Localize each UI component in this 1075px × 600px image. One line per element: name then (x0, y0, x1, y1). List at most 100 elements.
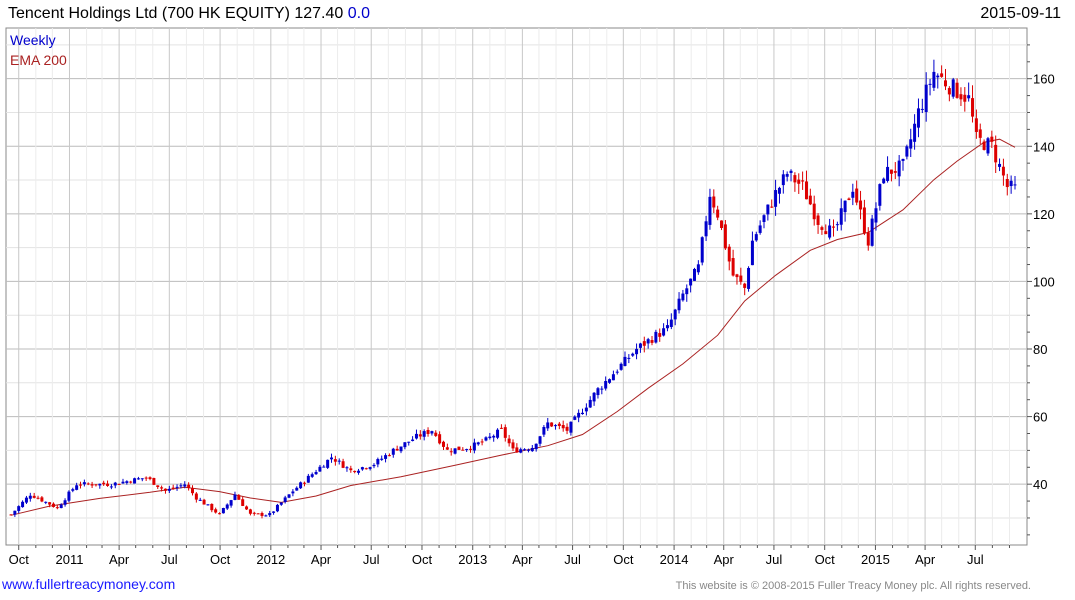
candle (893, 162, 897, 180)
x-axis: Oct 2011 Apr Jul Oct 2012 Apr Jul Oct 2013 Apr Jul O… (9, 545, 1010, 567)
candle (229, 499, 233, 508)
candle (1009, 175, 1013, 194)
candle (932, 59, 936, 91)
candle (994, 135, 998, 174)
candle (747, 266, 751, 292)
candle (889, 169, 893, 182)
candle (453, 448, 457, 455)
candle (75, 482, 79, 491)
candle (550, 422, 554, 428)
x-tick-label: 2014 (660, 552, 689, 567)
candle (302, 481, 306, 487)
candle (449, 448, 453, 456)
candle (689, 278, 693, 293)
candle (233, 491, 237, 501)
candle (781, 170, 785, 194)
candle (627, 354, 631, 364)
candle (364, 467, 368, 470)
footer-url-link[interactable]: www.fullertreacymoney.com (2, 576, 176, 592)
candle (677, 292, 681, 314)
candle (963, 87, 967, 112)
candle (777, 186, 781, 204)
candle (604, 376, 608, 391)
candle (445, 443, 449, 450)
y-tick-label: 120 (1033, 207, 1055, 222)
candle (71, 487, 75, 493)
candle (86, 482, 90, 486)
candle (1001, 158, 1005, 186)
x-tick-label: Jul (564, 552, 581, 567)
candle (438, 431, 442, 445)
candle (820, 225, 824, 235)
x-tick-label: Jul (766, 552, 783, 567)
candle (704, 215, 708, 241)
candle (341, 458, 345, 469)
candle (387, 453, 391, 457)
candle (723, 220, 727, 251)
y-tick-label: 140 (1033, 139, 1055, 154)
candle (496, 428, 500, 440)
candle (480, 438, 484, 446)
candle (611, 370, 615, 381)
candle (565, 423, 569, 435)
candle (275, 503, 279, 513)
x-tick-label: 2015 (861, 552, 890, 567)
candle (859, 190, 863, 220)
candle (669, 313, 673, 330)
candle (650, 336, 654, 346)
candle (499, 424, 503, 429)
candle (770, 199, 774, 208)
candle (716, 205, 720, 221)
candle (349, 465, 353, 473)
candle (816, 213, 820, 234)
candle (584, 403, 588, 416)
candle (256, 513, 260, 515)
candle (465, 448, 469, 452)
candle (221, 507, 225, 514)
candle (28, 492, 32, 502)
candle (175, 484, 179, 491)
candle (812, 195, 816, 226)
candle (268, 510, 272, 518)
candle (754, 231, 758, 242)
candle (743, 282, 747, 296)
candle (530, 445, 534, 452)
x-tick-label: Apr (109, 552, 130, 567)
candle (870, 214, 874, 247)
candle (793, 172, 797, 192)
candle (457, 446, 461, 451)
x-tick-label: Oct (815, 552, 836, 567)
candle (156, 485, 160, 489)
candle (225, 503, 229, 510)
candle (353, 470, 357, 474)
candle (750, 231, 754, 266)
candle (739, 267, 743, 285)
candle (507, 434, 511, 447)
candle (758, 220, 762, 235)
candle (337, 458, 341, 465)
candle (982, 139, 986, 151)
candle (998, 158, 1002, 172)
candle (928, 78, 932, 96)
candle (291, 489, 295, 497)
candle (866, 227, 870, 251)
candle (978, 123, 982, 145)
candle (148, 476, 152, 481)
candle (206, 504, 210, 506)
chart-title: Tencent Holdings Ltd (700 HK EQUITY) 127… (8, 5, 370, 23)
candle (430, 430, 434, 436)
y-tick-label: 60 (1033, 410, 1047, 425)
candle (484, 436, 488, 442)
candle (121, 478, 125, 484)
candle (538, 435, 542, 447)
candle (623, 351, 627, 367)
candle (360, 466, 364, 471)
candle (51, 502, 55, 508)
candle (422, 429, 426, 441)
candle (330, 453, 334, 463)
candle (48, 501, 52, 508)
candle (125, 480, 129, 485)
candle (160, 485, 164, 492)
candle (21, 500, 25, 508)
candle (905, 144, 909, 160)
